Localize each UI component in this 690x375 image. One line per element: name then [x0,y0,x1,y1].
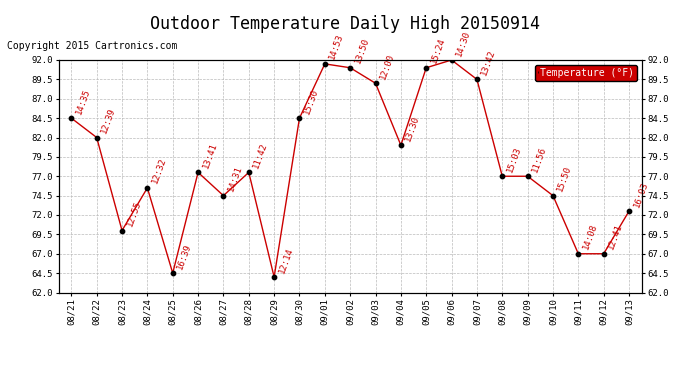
Text: Copyright 2015 Cartronics.com: Copyright 2015 Cartronics.com [7,41,177,51]
Text: 11:56: 11:56 [531,145,548,174]
Text: 13:42: 13:42 [480,48,497,76]
Point [421,65,432,71]
Text: Outdoor Temperature Daily High 20150914: Outdoor Temperature Daily High 20150914 [150,15,540,33]
Point [167,270,178,276]
Text: 12:39: 12:39 [99,106,117,135]
Text: 11:42: 11:42 [252,141,269,170]
Point [522,173,533,179]
Point [319,61,331,67]
Point [218,193,229,199]
Text: 13:41: 13:41 [201,141,219,170]
Point [244,170,255,176]
Point [395,142,406,148]
Text: 12:00: 12:00 [378,52,396,81]
Text: 16:03: 16:03 [632,180,649,209]
Text: 13:50: 13:50 [353,37,371,65]
Point [471,76,482,82]
Point [117,228,128,234]
Text: 12:14: 12:14 [277,246,295,274]
Point [142,185,153,191]
Point [344,65,356,71]
Point [497,173,508,179]
Point [624,208,635,214]
Point [547,193,558,199]
Text: 15:24: 15:24 [429,37,446,65]
Text: 15:30: 15:30 [302,87,320,116]
Text: 15:03: 15:03 [505,145,523,174]
Legend: Temperature (°F): Temperature (°F) [535,65,637,81]
Text: 12:41: 12:41 [607,223,624,251]
Text: 13:30: 13:30 [404,114,422,142]
Point [370,80,381,86]
Text: 15:50: 15:50 [555,165,573,193]
Text: 14:30: 14:30 [454,29,472,57]
Point [294,115,305,121]
Point [573,251,584,257]
Point [66,115,77,121]
Text: 14:35: 14:35 [74,87,92,116]
Text: 12:32: 12:32 [150,157,168,185]
Text: 14:08: 14:08 [581,223,599,251]
Point [91,135,102,141]
Point [193,170,204,176]
Text: 14:53: 14:53 [328,33,345,61]
Point [446,57,457,63]
Point [268,274,279,280]
Text: 14:31: 14:31 [226,165,244,193]
Text: 16:39: 16:39 [175,242,193,270]
Text: 12:55: 12:55 [125,200,142,228]
Point [598,251,609,257]
